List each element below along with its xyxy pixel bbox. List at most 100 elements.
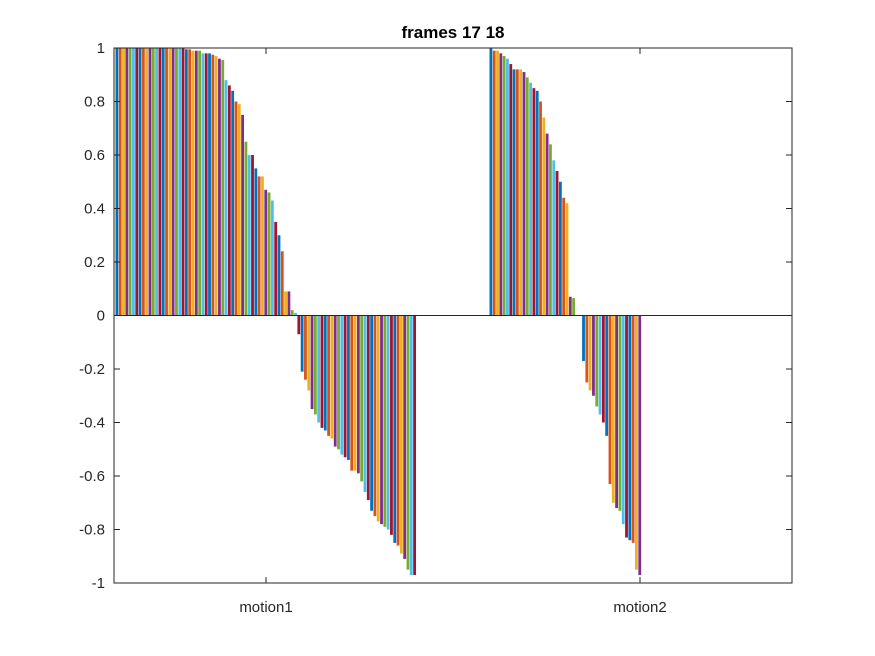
motion1-bar xyxy=(218,58,221,316)
motion1-bar xyxy=(409,315,413,575)
motion1-bar xyxy=(128,48,132,316)
motion1-bar xyxy=(165,48,168,316)
motion1-bar xyxy=(330,315,334,439)
motion1-bar xyxy=(294,312,297,316)
x-tick-label: motion2 xyxy=(613,599,666,616)
motion1-bar xyxy=(277,235,281,316)
motion1-bar xyxy=(327,315,330,436)
motion1-bar xyxy=(320,315,324,428)
motion2-bar xyxy=(496,50,499,316)
motion1-bar xyxy=(390,315,393,535)
motion2-bar xyxy=(558,181,562,316)
motion1-bar xyxy=(204,53,208,316)
motion1-bar xyxy=(211,54,215,316)
motion2-bar xyxy=(492,50,496,316)
motion1-bar xyxy=(155,48,158,316)
motion2-bar xyxy=(635,315,638,570)
motion1-bar xyxy=(363,315,367,493)
motion1-bar xyxy=(290,310,294,316)
motion1-bar xyxy=(194,50,198,316)
motion1-bar xyxy=(270,200,274,316)
motion2-bar xyxy=(529,82,532,316)
motion2-bar xyxy=(509,64,513,316)
motion2-bar xyxy=(532,88,536,316)
motion1-bar xyxy=(227,85,231,316)
y-tick-label: -0.8 xyxy=(79,522,105,539)
motion1-bar xyxy=(184,49,188,316)
y-tick-label: 0.4 xyxy=(84,201,105,218)
motion1-bar xyxy=(221,60,225,316)
motion1-bar xyxy=(406,315,410,570)
y-tick-label: -0.4 xyxy=(79,415,105,432)
motion1-bar xyxy=(313,315,317,415)
motion2-bar xyxy=(539,101,542,316)
motion2-bar xyxy=(582,315,585,361)
motion1-bar xyxy=(304,315,307,380)
motion1-bar xyxy=(201,53,205,316)
motion2-bar xyxy=(625,315,628,538)
motion1-bar xyxy=(247,155,251,316)
motion1-bar xyxy=(257,176,261,316)
motion1-bar xyxy=(224,80,228,316)
y-tick-label: 0 xyxy=(97,308,105,325)
y-tick-label: -0.6 xyxy=(79,468,105,485)
motion2-bar xyxy=(555,171,559,316)
motion1-bar xyxy=(254,168,258,316)
motion1-bar xyxy=(141,48,145,316)
motion2-bar xyxy=(519,69,523,316)
motion1-bar xyxy=(231,90,235,316)
motion2-bar xyxy=(585,315,589,383)
motion1-bar xyxy=(244,141,248,316)
motion1-bar xyxy=(261,176,264,316)
bars-layer xyxy=(115,48,642,575)
motion1-bar xyxy=(343,315,347,458)
motion1-bar xyxy=(158,48,162,316)
motion2-bar xyxy=(611,315,615,503)
motion1-bar xyxy=(393,315,397,543)
motion1-bar xyxy=(280,251,284,316)
motion1-bar xyxy=(333,315,337,447)
motion1-bar xyxy=(297,315,301,335)
motion2-bar xyxy=(502,56,506,316)
motion1-bar xyxy=(307,315,311,391)
motion1-bar xyxy=(373,315,377,517)
motion1-bar xyxy=(191,50,195,316)
motion2-bar xyxy=(628,315,632,541)
motion2-bar xyxy=(631,315,635,543)
chart-title: frames 17 18 xyxy=(401,23,504,42)
motion1-bar xyxy=(178,48,182,316)
motion2-bar xyxy=(608,315,612,485)
motion2-bar xyxy=(605,315,609,436)
motion1-bar xyxy=(403,315,407,559)
motion2-bar xyxy=(545,133,549,316)
motion2-bar xyxy=(565,203,569,316)
motion1-bar xyxy=(323,315,327,431)
motion1-bar xyxy=(145,48,149,316)
motion1-bar xyxy=(161,48,165,316)
motion1-bar xyxy=(125,48,129,316)
motion2-bar xyxy=(572,298,575,316)
motion1-bar xyxy=(380,315,383,525)
motion1-bar xyxy=(168,48,172,316)
motion1-bar xyxy=(188,49,192,316)
motion1-bar xyxy=(251,155,254,316)
motion2-bar xyxy=(592,315,595,396)
motion1-bar xyxy=(148,48,152,316)
y-tick-label: 0.2 xyxy=(84,254,105,271)
motion2-bar xyxy=(618,315,622,511)
motion2-bar xyxy=(595,315,599,407)
motion1-bar xyxy=(234,101,238,316)
motion1-bar xyxy=(198,50,201,316)
motion2-bar xyxy=(621,315,625,525)
motion1-bar xyxy=(376,315,380,522)
x-axis: motion1 motion2 xyxy=(239,48,667,616)
motion1-bar xyxy=(317,315,321,423)
motion1-bar xyxy=(284,291,287,316)
motion2-bar xyxy=(562,197,566,316)
motion2-bar xyxy=(601,315,605,423)
motion1-bar xyxy=(171,48,175,316)
motion1-bar xyxy=(267,192,271,316)
motion1-bar xyxy=(413,315,416,575)
y-tick-label: -1 xyxy=(92,575,105,592)
motion1-bar xyxy=(118,48,122,316)
